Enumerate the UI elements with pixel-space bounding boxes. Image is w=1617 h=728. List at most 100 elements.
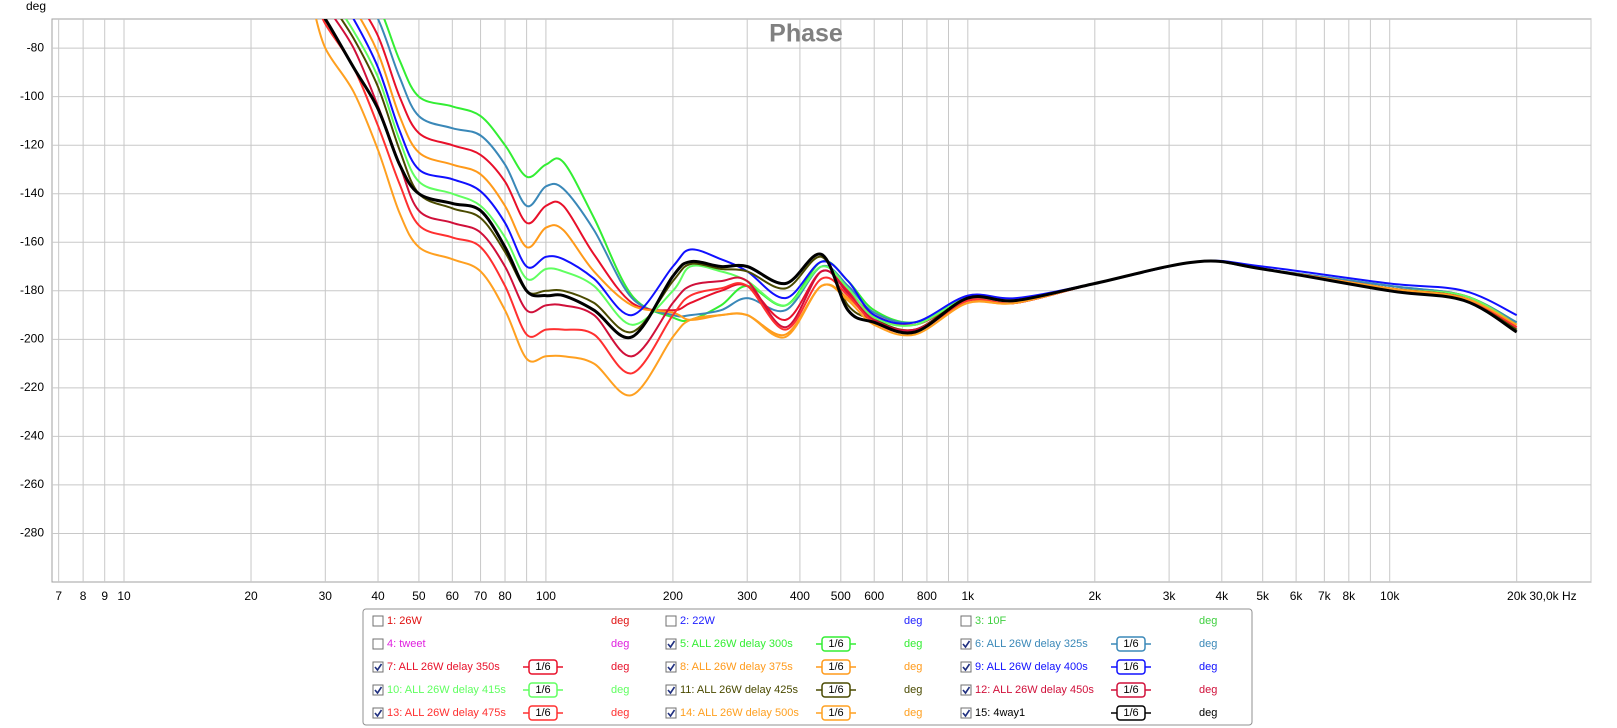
legend-unit: deg bbox=[1199, 615, 1217, 627]
legend-label: 1: 26W bbox=[387, 615, 422, 627]
smoothing-label: 1/6 bbox=[1123, 707, 1138, 719]
checkmark bbox=[962, 709, 971, 718]
x-tick-label: 10k bbox=[1380, 589, 1400, 603]
legend-label: 10: ALL 26W delay 415s bbox=[387, 684, 506, 696]
y-tick-label: -260 bbox=[20, 477, 44, 491]
smoothing-badge[interactable] bbox=[821, 705, 851, 721]
y-tick-label: -240 bbox=[20, 429, 44, 443]
x-tick-label: 20 bbox=[244, 589, 258, 603]
x-tick-label: 80 bbox=[498, 589, 512, 603]
plot-area bbox=[51, 18, 1592, 583]
checkmark bbox=[962, 663, 971, 672]
checkbox[interactable] bbox=[665, 707, 677, 719]
smoothing-badge[interactable] bbox=[821, 636, 851, 652]
smoothing-label: 1/6 bbox=[828, 707, 843, 719]
smoothing-label: 1/6 bbox=[828, 638, 843, 650]
legend-unit: deg bbox=[1199, 638, 1217, 650]
legend-unit: deg bbox=[1199, 707, 1217, 719]
checkbox[interactable] bbox=[960, 661, 972, 673]
smoothing-badge[interactable] bbox=[821, 682, 851, 698]
legend-label: 15: 4way1 bbox=[975, 707, 1025, 719]
x-tick-label: 5k bbox=[1256, 589, 1270, 603]
checkbox[interactable] bbox=[665, 638, 677, 650]
legend-label: 3: 10F bbox=[975, 615, 1006, 627]
checkbox[interactable] bbox=[372, 684, 384, 696]
y-tick-label: -160 bbox=[20, 234, 44, 248]
legend-label: 14: ALL 26W delay 500s bbox=[680, 707, 799, 719]
x-tick-label: 1k bbox=[961, 589, 975, 603]
smoothing-label: 1/6 bbox=[1123, 638, 1138, 650]
checkmark bbox=[962, 640, 971, 649]
checkbox[interactable] bbox=[372, 661, 384, 673]
y-tick-label: -200 bbox=[20, 331, 44, 345]
checkbox[interactable] bbox=[665, 684, 677, 696]
y-axis-label: deg bbox=[26, 0, 46, 13]
smoothing-badge[interactable] bbox=[528, 682, 558, 698]
checkmark bbox=[374, 663, 383, 672]
smoothing-label: 1/6 bbox=[1123, 661, 1138, 673]
legend-unit: deg bbox=[1199, 684, 1217, 696]
checkbox[interactable] bbox=[665, 615, 677, 627]
smoothing-badge[interactable] bbox=[1116, 682, 1146, 698]
legend-label: 9: ALL 26W delay 400s bbox=[975, 661, 1088, 673]
smoothing-label: 1/6 bbox=[535, 707, 550, 719]
x-tick-label: 8k bbox=[1342, 589, 1356, 603]
smoothing-label: 1/6 bbox=[1123, 684, 1138, 696]
x-tick-label: 20k bbox=[1507, 589, 1527, 603]
x-tick-label: 500 bbox=[831, 589, 851, 603]
x-tick-label: 2k bbox=[1088, 589, 1102, 603]
legend-panel bbox=[362, 608, 1253, 726]
x-tick-label: 4k bbox=[1215, 589, 1229, 603]
smoothing-label: 1/6 bbox=[535, 684, 550, 696]
legend-label: 2: 22W bbox=[680, 615, 715, 627]
x-tick-label: 70 bbox=[474, 589, 488, 603]
series-line bbox=[323, 19, 1518, 340]
smoothing-badge[interactable] bbox=[1116, 705, 1146, 721]
checkmark bbox=[667, 686, 676, 695]
legend-unit: deg bbox=[611, 707, 629, 719]
smoothing-badge[interactable] bbox=[528, 659, 558, 675]
checkbox[interactable] bbox=[372, 615, 384, 627]
x-tick-label: 8 bbox=[80, 589, 87, 603]
y-tick-label: -80 bbox=[27, 40, 45, 54]
legend-unit: deg bbox=[611, 661, 629, 673]
legend-label: 11: ALL 26W delay 425s bbox=[680, 684, 799, 696]
checkmark bbox=[667, 709, 676, 718]
x-tick-label: 6k bbox=[1290, 589, 1304, 603]
legend-label: 12: ALL 26W delay 450s bbox=[975, 684, 1094, 696]
legend: 1: 26W deg 2: 22W deg 3: 10F deg 4: tweet deg 5:… bbox=[372, 615, 1217, 721]
legend-unit: deg bbox=[904, 707, 922, 719]
legend-unit: deg bbox=[611, 684, 629, 696]
checkbox[interactable] bbox=[372, 638, 384, 650]
checkbox[interactable] bbox=[960, 615, 972, 627]
checkbox[interactable] bbox=[372, 707, 384, 719]
x-tick-label: 800 bbox=[917, 589, 937, 603]
grid: -80 -100 -120 -140 -160 -180 -200 -220 -240 -260 -… bbox=[20, 19, 1592, 603]
x-tick-label: 50 bbox=[412, 589, 426, 603]
smoothing-badge[interactable] bbox=[1116, 659, 1146, 675]
smoothing-badge[interactable] bbox=[821, 659, 851, 675]
smoothing-badge[interactable] bbox=[528, 705, 558, 721]
x-tick-label: 3k bbox=[1163, 589, 1177, 603]
legend-unit: deg bbox=[1199, 661, 1217, 673]
checkmark bbox=[374, 709, 383, 718]
legend-unit: deg bbox=[904, 615, 922, 627]
checkbox[interactable] bbox=[665, 661, 677, 673]
legend-unit: deg bbox=[904, 661, 922, 673]
y-tick-label: -100 bbox=[20, 89, 44, 103]
checkbox[interactable] bbox=[960, 684, 972, 696]
x-tick-label: 100 bbox=[536, 589, 556, 603]
x-tick-label: 40 bbox=[371, 589, 385, 603]
chart-title: Phase bbox=[769, 20, 843, 48]
legend-label: 5: ALL 26W delay 300s bbox=[680, 638, 793, 650]
curves bbox=[315, 19, 1518, 397]
x-tick-label: 9 bbox=[101, 589, 108, 603]
x-tick-label: 600 bbox=[864, 589, 884, 603]
y-tick-label: -120 bbox=[20, 137, 44, 151]
checkbox[interactable] bbox=[960, 638, 972, 650]
checkmark bbox=[962, 686, 971, 695]
legend-unit: deg bbox=[904, 638, 922, 650]
checkbox[interactable] bbox=[960, 707, 972, 719]
smoothing-badge[interactable] bbox=[1116, 636, 1146, 652]
